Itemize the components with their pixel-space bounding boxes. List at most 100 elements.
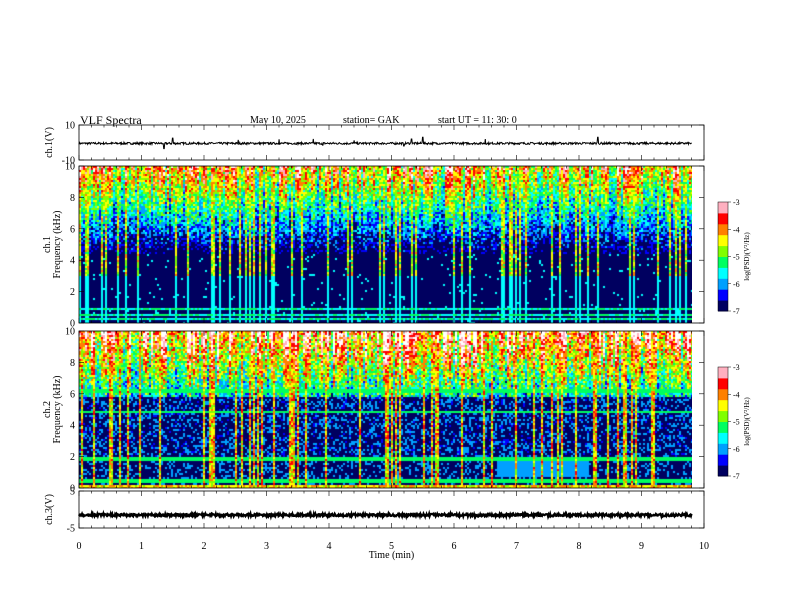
y-tick-label: 2 [70, 452, 75, 463]
colorbar-segment [718, 260, 728, 263]
colorbar-segment [718, 416, 728, 419]
colorbar-segment [718, 232, 728, 236]
y-tick-label: 6 [70, 224, 75, 235]
x-tick-label: 2 [202, 541, 207, 552]
colorbar-label: log(PSD)(V²/Hz) [743, 397, 751, 446]
colorbar-segment [718, 456, 728, 459]
colorbar-segment [718, 383, 728, 386]
y-tick-label: 2 [70, 287, 75, 298]
x-tick-label: 3 [264, 541, 269, 552]
colorbar-segment [718, 406, 728, 410]
colorbar-segment [718, 283, 728, 287]
colorbar-segment [718, 274, 728, 277]
colorbar-segment [718, 298, 728, 301]
colorbar-tick-label: -7 [733, 472, 740, 481]
colorbar-segment [718, 220, 728, 223]
header-station: station= GAK [343, 115, 400, 126]
colorbar-segment [718, 301, 728, 305]
y-tick-label: 10 [65, 162, 75, 173]
colorbar-segment [718, 390, 728, 393]
colorbar-segment [718, 392, 728, 395]
colorbar-segment [718, 468, 728, 472]
colorbar-segment [718, 285, 728, 288]
waveform-ch1-trace [78, 136, 692, 150]
colorbar-segment [718, 445, 728, 448]
colorbar-segment [718, 432, 728, 435]
colorbar-segment [718, 472, 728, 475]
colorbar-segment [718, 414, 728, 417]
colorbar-segment [718, 474, 728, 477]
colorbar-segment [718, 450, 728, 453]
colorbar-segment [718, 287, 728, 290]
colorbar-segment [718, 417, 728, 421]
colorbar-segment [718, 280, 728, 283]
header-start-ut: start UT = 11: 30: 0 [438, 115, 517, 126]
colorbar-segment [718, 278, 728, 281]
colorbar-segment [718, 247, 728, 250]
colorbar-segment [718, 303, 728, 307]
colorbar-segment [718, 294, 728, 297]
spectrogram-ch1 [79, 166, 692, 323]
colorbar-segment [718, 377, 728, 381]
colorbar-segment [718, 258, 728, 261]
colorbar-tick-label: -6 [733, 445, 740, 454]
colorbar-segment [718, 203, 728, 207]
y-tick-label: 5 [70, 487, 75, 498]
colorbar-segment [718, 296, 728, 299]
colorbar-segment [718, 267, 728, 270]
colorbar-segment [718, 240, 728, 243]
colorbar-segment [718, 269, 728, 272]
spectrogram-ch2-colorbar [717, 366, 731, 477]
colorbar-segment [718, 209, 728, 212]
colorbar-segment [718, 426, 728, 430]
header-title: VLF Spectra [80, 113, 142, 127]
colorbar-segment [718, 376, 728, 379]
colorbar-tick-label: -3 [733, 198, 740, 207]
colorbar-segment [718, 437, 728, 441]
colorbar-tick-label: -5 [733, 418, 740, 427]
colorbar-segment [718, 381, 728, 384]
colorbar-segment [718, 368, 728, 372]
colorbar-segment [718, 249, 728, 252]
header-date: May 10, 2025 [250, 115, 306, 126]
spectrogram-ch2 [79, 331, 692, 488]
colorbar-segment [718, 291, 728, 294]
colorbar-segment [718, 436, 728, 439]
colorbar-segment [718, 227, 728, 230]
colorbar-segment [718, 372, 728, 375]
colorbar-segment [718, 236, 728, 239]
colorbar-segment [718, 214, 728, 218]
colorbar-segment [718, 272, 728, 276]
colorbar-segment [718, 292, 728, 296]
x-tick-label: 7 [514, 541, 519, 552]
colorbar-tick-label: -6 [733, 280, 740, 289]
colorbar-segment [718, 307, 728, 310]
colorbar-tick-label: -4 [733, 390, 740, 399]
colorbar-segment [718, 410, 728, 413]
x-tick-label: 10 [699, 541, 709, 552]
y-tick-label: 8 [70, 193, 75, 204]
panel-frame-3 [78, 490, 705, 529]
colorbar-segment [718, 229, 728, 232]
y-tick-label: 10 [65, 327, 75, 338]
colorbar-segment [718, 446, 728, 450]
colorbar-segment [718, 399, 728, 403]
colorbar-tick-label: -3 [733, 363, 740, 372]
colorbar-segment [718, 396, 728, 399]
x-axis-label: Time (min) [369, 550, 414, 561]
x-tick-label: 5 [389, 541, 394, 552]
colorbar-segment [718, 305, 728, 308]
y-tick-label: 4 [70, 256, 75, 267]
x-tick-label: 1 [139, 541, 144, 552]
colorbar-segment [718, 263, 728, 267]
colorbar-segment [718, 367, 728, 370]
colorbar-tick-label: -4 [733, 225, 740, 234]
colorbar-segment [718, 261, 728, 265]
y-tick-label: 0 [70, 319, 75, 330]
y-tick-label: 0 [70, 484, 75, 495]
colorbar-segment [718, 397, 728, 401]
colorbar-segment [718, 254, 728, 257]
colorbar-segment [718, 443, 728, 446]
colorbar-segment [718, 412, 728, 415]
